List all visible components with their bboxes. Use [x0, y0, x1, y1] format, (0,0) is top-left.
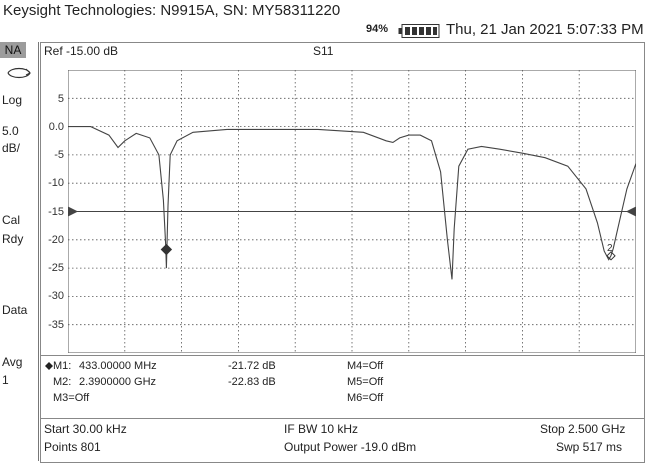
y-tick-label: -15 [48, 206, 64, 218]
data-label: Data [2, 303, 28, 317]
cal-label: Cal [2, 213, 21, 227]
start-frequency[interactable]: Start 30.00 kHz [44, 422, 127, 436]
mode-button[interactable]: NA [0, 42, 26, 58]
scale-value[interactable]: 5.0 [2, 124, 19, 138]
device-title: Keysight Technologies: N9915A, SN: MY583… [3, 2, 341, 19]
s11-trace [68, 126, 636, 280]
reference-arrow-right [626, 206, 636, 217]
marker-6-status[interactable]: M6=Off [347, 392, 384, 404]
y-tick-label: -10 [48, 177, 64, 189]
if-bandwidth[interactable]: IF BW 10 kHz [284, 422, 359, 436]
marker-1-name[interactable]: M1: [53, 360, 72, 372]
points-count[interactable]: Points 801 [44, 440, 101, 454]
marker-2-label: 2 [607, 243, 613, 254]
output-power[interactable]: Output Power -19.0 dBm [284, 440, 417, 454]
y-tick-label: -25 [48, 262, 64, 274]
marker-2-freq[interactable]: 2.3900000 GHz [79, 376, 157, 388]
sweep-time: Swp 517 ms [556, 440, 623, 454]
y-tick-label: -5 [54, 149, 64, 161]
marker-2-point [606, 251, 616, 261]
y-tick-label: 0.0 [48, 121, 64, 133]
format-label[interactable]: Log [2, 93, 23, 107]
bottom-bar [40, 418, 645, 463]
y-tick-label: -20 [48, 234, 64, 246]
reference-arrow-left [68, 206, 78, 217]
battery-percent: 94% [366, 23, 389, 35]
reference-level[interactable]: Ref -15.00 dB [44, 44, 119, 58]
s11-plot[interactable]: 2 [68, 70, 636, 353]
datetime: Thu, 21 Jan 2021 5:07:33 PM [446, 21, 644, 38]
y-tick-label: -30 [48, 290, 64, 302]
marker-2-name[interactable]: M2: [53, 376, 72, 388]
y-tick-label: -35 [48, 319, 64, 331]
marker-1-value: -21.72 dB [228, 360, 276, 372]
marker-layer [160, 243, 616, 261]
graph-frame [40, 42, 645, 356]
stop-frequency[interactable]: Stop 2.500 GHz [540, 422, 626, 436]
marker-2-value: -22.83 dB [228, 376, 276, 388]
marker-3-status[interactable]: M3=Off [53, 392, 90, 404]
trace-label: S11 [313, 44, 334, 58]
marker-1-freq[interactable]: 433.00000 MHz [79, 360, 157, 372]
marker-1-point [160, 243, 173, 256]
side-panel [0, 42, 39, 461]
marker-5-status[interactable]: M5=Off [347, 376, 384, 388]
active-marker-icon [45, 362, 53, 370]
battery-icon [398, 24, 440, 38]
cal-status: Rdy [2, 232, 24, 246]
swap-arrows-icon[interactable] [5, 66, 33, 80]
marker-4-status[interactable]: M4=Off [347, 360, 384, 372]
avg-value: 1 [2, 373, 9, 387]
avg-label: Avg [2, 355, 23, 369]
y-tick-label: 5 [57, 93, 64, 105]
scale-unit: dB/ [2, 141, 21, 155]
